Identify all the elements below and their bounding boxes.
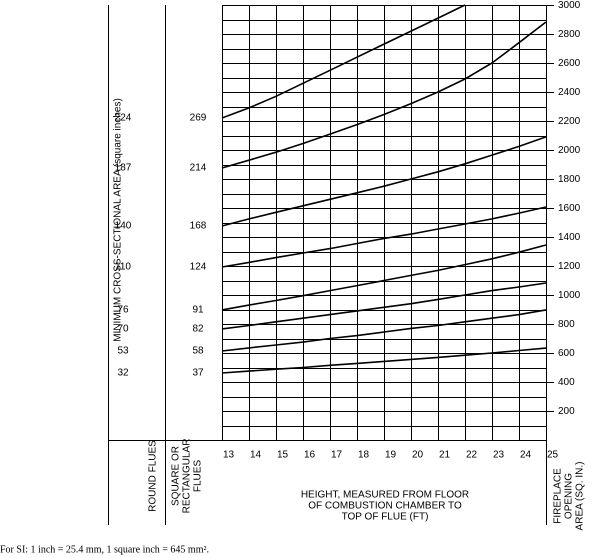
y-tick-label: 2800 xyxy=(558,29,581,40)
round-flue-label: 32 xyxy=(117,368,129,379)
flue-curve xyxy=(221,21,547,169)
x-axis-label: TOP OF FLUE (FT) xyxy=(342,512,429,523)
y2-axis-label: FIREPLACE xyxy=(553,468,564,524)
round-flue-label: 187 xyxy=(115,163,132,174)
square-label: SQUARE OR xyxy=(171,446,182,506)
flue-curve xyxy=(221,244,547,311)
x-tick-label: 16 xyxy=(304,450,316,461)
round-flue-label: 53 xyxy=(117,346,129,357)
round-flue-label: 110 xyxy=(115,262,131,273)
x-tick-label: 24 xyxy=(520,450,532,461)
square-flue-label: 58 xyxy=(192,346,204,357)
y2-axis-label: AREA (SQ. IN.) xyxy=(575,462,586,531)
x-tick-label: 20 xyxy=(412,450,424,461)
y-axis-label: MINIMUM CROSS-SECTIONAL AREA (square inc… xyxy=(113,98,124,342)
footnote: For SI: 1 inch = 25.4 mm, 1 square inch … xyxy=(0,544,209,555)
y-tick-label: 2200 xyxy=(558,116,581,127)
x-tick-label: 21 xyxy=(439,450,451,461)
y-tick-label: 1600 xyxy=(558,203,581,214)
y-tick-label: 200 xyxy=(558,406,575,417)
y-tick-label: 1000 xyxy=(558,290,581,301)
y-tick-label: 3000 xyxy=(558,0,581,11)
y-tick-label: 600 xyxy=(558,348,575,359)
y-tick-label: 1200 xyxy=(558,261,581,272)
frame xyxy=(108,5,547,525)
square-flue-label: 168 xyxy=(190,221,207,232)
x-tick-label: 15 xyxy=(277,450,289,461)
y2-axis-label: OPENING xyxy=(564,473,575,519)
x-tick-label: 25 xyxy=(547,450,559,461)
flue-curve xyxy=(221,206,547,268)
x-tick-label: 23 xyxy=(493,450,505,461)
y-tick-label: 400 xyxy=(558,377,575,388)
round-flue-label: 70 xyxy=(117,324,129,335)
x-tick-label: 17 xyxy=(331,450,343,461)
x-tick-label: 22 xyxy=(466,450,478,461)
x-tick-label: 19 xyxy=(385,450,397,461)
x-tick-label: 14 xyxy=(250,450,262,461)
square-label: FLUES xyxy=(193,460,204,493)
y-tick-label: 800 xyxy=(558,319,575,330)
flue-curve xyxy=(221,347,547,374)
y-tick-label: 2000 xyxy=(558,145,581,156)
round-flue-label: 224 xyxy=(115,113,132,124)
x-axis-label: HEIGHT, MEASURED FROM FLOOR xyxy=(301,490,469,501)
y-tick-label: 2600 xyxy=(558,58,581,69)
y-tick-label: 1400 xyxy=(558,232,581,243)
square-flue-label: 82 xyxy=(192,324,204,335)
flue-curve xyxy=(221,309,547,352)
round-flue-label: 140 xyxy=(115,221,132,232)
square-flue-label: 37 xyxy=(192,368,204,379)
square-flue-label: 124 xyxy=(190,262,207,273)
x-tick-label: 13 xyxy=(223,450,235,461)
square-label: RECTANGULAR xyxy=(182,439,193,514)
flue-curve xyxy=(221,282,547,330)
square-flue-label: 214 xyxy=(190,163,207,174)
square-flue-label: 91 xyxy=(192,305,204,316)
round-label: ROUND FLUES xyxy=(148,440,159,512)
y-tick-label: 1800 xyxy=(558,174,581,185)
x-tick-label: 18 xyxy=(358,450,370,461)
flue-curve xyxy=(221,136,547,227)
square-flue-label: 269 xyxy=(190,113,207,124)
y-tick-label: 2400 xyxy=(558,87,581,98)
round-flue-label: 76 xyxy=(117,305,129,316)
x-axis-label: OF COMBUSTION CHAMBER TO xyxy=(308,501,462,512)
flue-curve xyxy=(221,4,466,119)
